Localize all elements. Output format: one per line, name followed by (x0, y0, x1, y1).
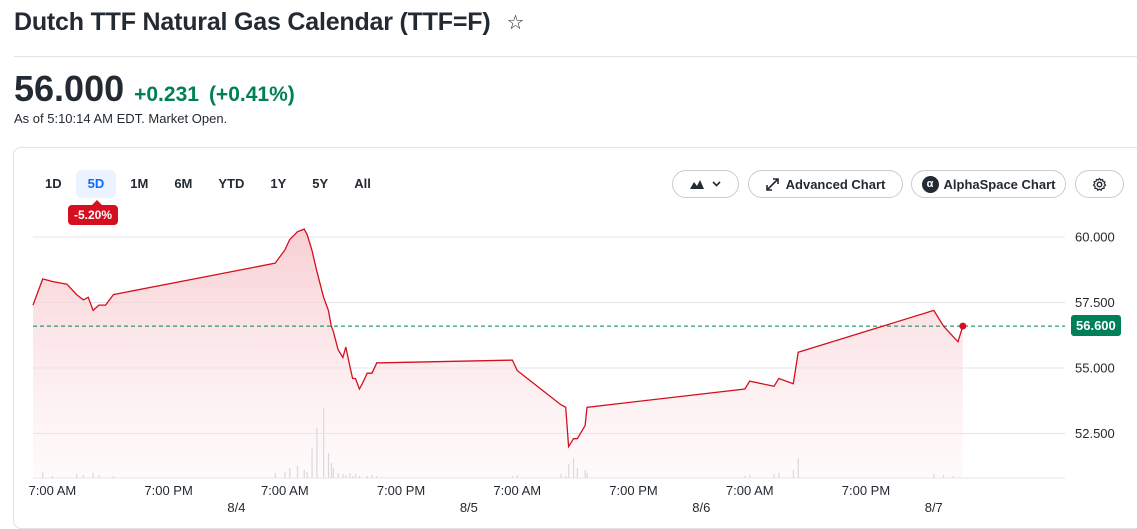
advanced-chart-button[interactable]: Advanced Chart (748, 170, 903, 198)
period-change-badge: -5.20% (68, 200, 119, 225)
advanced-chart-label: Advanced Chart (785, 176, 886, 192)
range-button-1d[interactable]: 1D (45, 176, 62, 191)
x-date-label: 8/4 (227, 500, 245, 515)
last-price-dot (959, 322, 967, 330)
price-row: 56.000 +0.231 (+0.41%) (14, 68, 295, 110)
y-tick-label: 55.000 (1075, 361, 1115, 376)
range-button-1m[interactable]: 1M (130, 176, 149, 191)
x-time-label: 7:00 AM (29, 483, 77, 498)
mountain-icon (690, 179, 704, 189)
x-time-label: 7:00 PM (842, 483, 890, 498)
range-selector: 1D 5D 1M 6M YTD 1Y 5Y All (33, 170, 385, 198)
range-button-ytd[interactable]: YTD (218, 176, 245, 191)
y-tick-label: 57.500 (1075, 295, 1115, 310)
page-title: Dutch TTF Natural Gas Calendar (TTF=F) (14, 8, 491, 36)
price-chart[interactable]: 60.000 57.500 55.000 52.500 7:00 AM 7:00 PM 7:… (0, 0, 1137, 517)
x-date-label: 8/7 (925, 500, 943, 515)
price-line (32, 228, 964, 449)
y-tick-label: 60.000 (1075, 230, 1115, 245)
range-button-all[interactable]: All (354, 176, 371, 191)
last-price-tag: 56.600 (1071, 315, 1121, 336)
title-row: Dutch TTF Natural Gas Calendar (TTF=F) ☆ (14, 8, 524, 37)
as-of-timestamp: As of 5:10:14 AM EDT. Market Open. (14, 111, 228, 126)
x-time-label: 7:00 PM (609, 483, 657, 498)
price-change: +0.231 (134, 83, 199, 106)
expand-icon (765, 177, 779, 191)
chart-type-button[interactable] (672, 170, 739, 198)
current-price: 56.000 (14, 68, 125, 109)
x-time-label: 7:00 AM (493, 483, 541, 498)
alpha-icon: α (921, 175, 939, 193)
x-date-label: 8/6 (692, 500, 710, 515)
x-time-label: 7:00 AM (261, 483, 309, 498)
price-area (33, 229, 963, 478)
y-tick-label: 52.500 (1075, 426, 1115, 441)
gear-icon (1092, 177, 1107, 192)
x-time-label: 7:00 AM (726, 483, 774, 498)
range-button-5d[interactable]: 5D (75, 170, 117, 198)
range-button-6m[interactable]: 6M (174, 176, 193, 191)
x-time-label: 7:00 PM (377, 483, 425, 498)
star-icon[interactable]: ☆ (506, 12, 525, 34)
chevron-down-icon (712, 181, 721, 187)
alphaspace-chart-label: AlphaSpace Chart (943, 176, 1056, 192)
x-date-label: 8/5 (460, 500, 478, 515)
header-divider (14, 56, 1137, 57)
range-button-5y[interactable]: 5Y (312, 176, 329, 191)
range-button-1y[interactable]: 1Y (270, 176, 287, 191)
alphaspace-chart-button[interactable]: α AlphaSpace Chart (911, 170, 1066, 198)
price-change-percent: (+0.41%) (208, 83, 295, 106)
settings-button[interactable] (1075, 170, 1124, 198)
x-time-label: 7:00 PM (144, 483, 192, 498)
